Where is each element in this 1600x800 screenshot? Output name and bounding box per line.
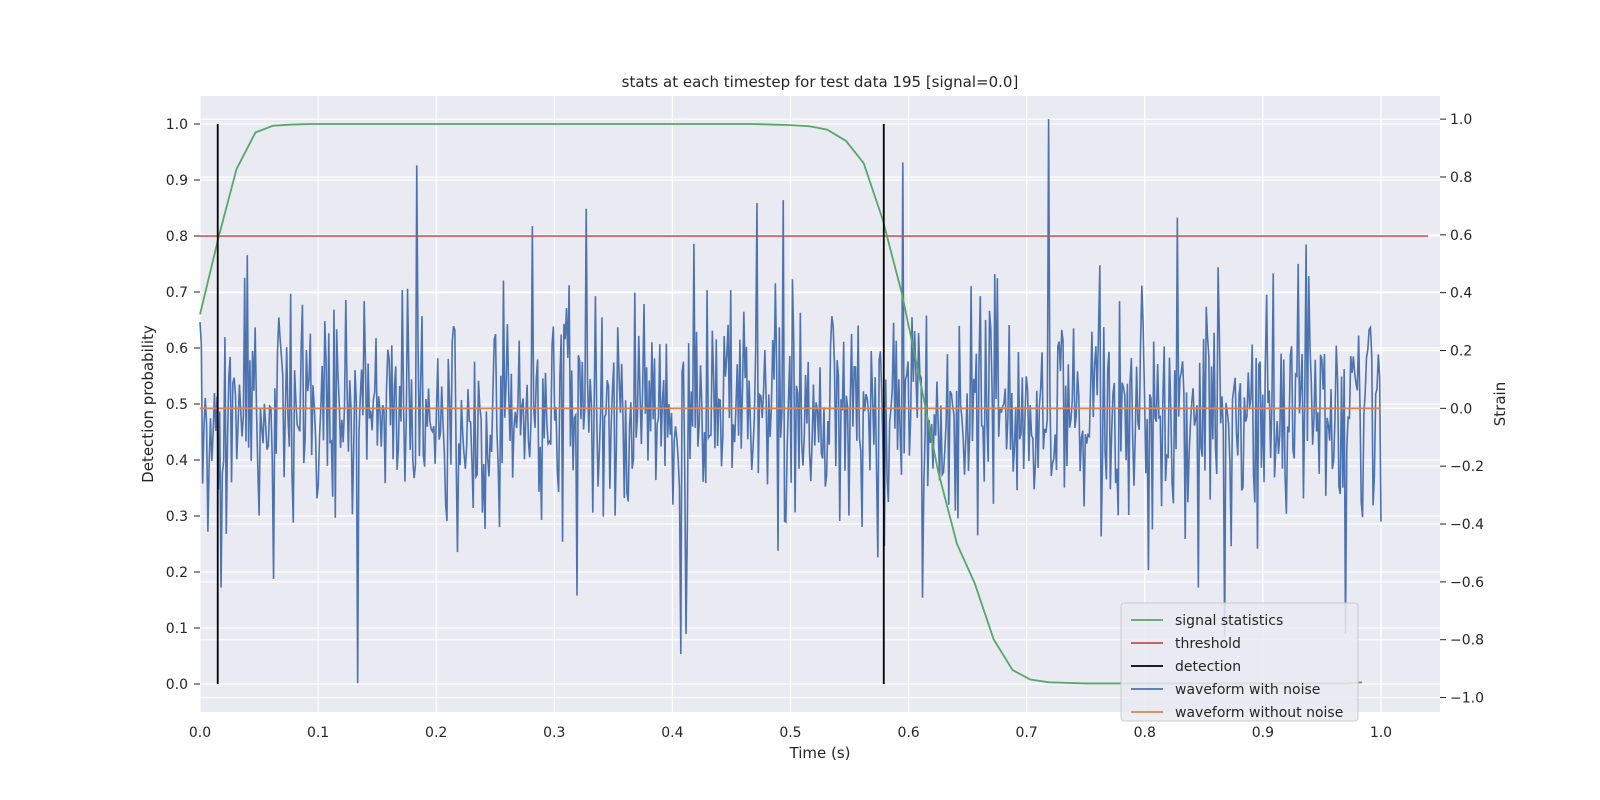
y-left-tick-label: 0.1 xyxy=(166,621,188,637)
y-right-tick-label: 1.0 xyxy=(1450,112,1472,128)
y-left-tick-label: 0.9 xyxy=(166,173,188,189)
y-left-tick-label: 1.0 xyxy=(166,117,188,133)
y-right-tick-label: −0.6 xyxy=(1450,575,1484,591)
x-tick-label: 0.8 xyxy=(1134,725,1156,741)
x-tick-labels: 0.0 0.1 0.2 0.3 0.4 0.5 0.6 0.7 0.8 0.9 1.0 xyxy=(189,725,1392,741)
y-left-tick-label: 0.2 xyxy=(166,565,188,581)
y-axis-left-label: Detection probability xyxy=(139,325,157,483)
chart-title: stats at each timestep for test data 195… xyxy=(622,73,1019,91)
legend-frame xyxy=(1120,602,1359,722)
legend-entry: waveform without noise xyxy=(1131,705,1343,721)
y-left-tick-label: 0.4 xyxy=(166,453,188,469)
x-tick-label: 0.6 xyxy=(897,725,919,741)
y-right-tick-label: 0.6 xyxy=(1450,228,1472,244)
x-tick-label: 0.3 xyxy=(543,725,565,741)
legend: signal statistics threshold detection wavef… xyxy=(1120,602,1359,722)
y-left-tick-label: 0.8 xyxy=(166,229,188,245)
y-axis-right-label: Strain xyxy=(1491,382,1509,426)
y-right-tick-label: 0.2 xyxy=(1450,343,1472,359)
y-right-tick-label: 0.0 xyxy=(1450,401,1472,417)
legend-label: waveform without noise xyxy=(1175,705,1343,721)
x-tick-label: 0.4 xyxy=(661,725,683,741)
y-right-tick-label: 0.8 xyxy=(1450,170,1472,186)
y-right-tick-label: −1.0 xyxy=(1450,691,1484,707)
x-tick-label: 0.7 xyxy=(1016,725,1038,741)
legend-label: detection xyxy=(1175,659,1241,675)
x-tick-label: 0.1 xyxy=(307,725,329,741)
x-axis-label: Time (s) xyxy=(789,744,851,762)
x-tick-label: 0.9 xyxy=(1252,725,1274,741)
y-right-tick-labels: −1.0 −0.8 −0.6 −0.4 −0.2 0.0 0.2 0.4 0.6 0.8 1.0 xyxy=(1440,112,1484,707)
x-tick-label: 0.2 xyxy=(425,725,447,741)
y-left-tick-label: 0.0 xyxy=(166,677,188,693)
y-left-tick-label: 0.7 xyxy=(166,285,188,301)
x-tick-label: 0.0 xyxy=(189,725,211,741)
y-right-tick-label: −0.4 xyxy=(1450,517,1484,533)
y-right-tick-label: −0.8 xyxy=(1450,633,1484,649)
legend-entry: signal statistics xyxy=(1131,613,1283,629)
legend-label: threshold xyxy=(1175,636,1241,652)
y-right-tick-label: 0.4 xyxy=(1450,286,1472,302)
x-tick-label: 1.0 xyxy=(1370,725,1392,741)
y-right-tick-label: −0.2 xyxy=(1450,459,1484,475)
legend-entry: threshold xyxy=(1131,636,1241,652)
y-left-tick-label: 0.3 xyxy=(166,509,188,525)
x-tick-label: 0.5 xyxy=(779,725,801,741)
legend-label: waveform with noise xyxy=(1175,682,1320,698)
series-waveform-with-noise xyxy=(199,119,1382,684)
y-left-tick-label: 0.5 xyxy=(166,397,188,413)
y-left-tick-label: 0.6 xyxy=(166,341,188,357)
y-left-tick-labels: 0.0 0.1 0.2 0.3 0.4 0.5 0.6 0.7 0.8 0.9 1.0 xyxy=(166,117,200,693)
legend-entry: detection xyxy=(1131,659,1241,675)
legend-entry: waveform with noise xyxy=(1131,682,1320,698)
legend-label: signal statistics xyxy=(1175,613,1283,629)
